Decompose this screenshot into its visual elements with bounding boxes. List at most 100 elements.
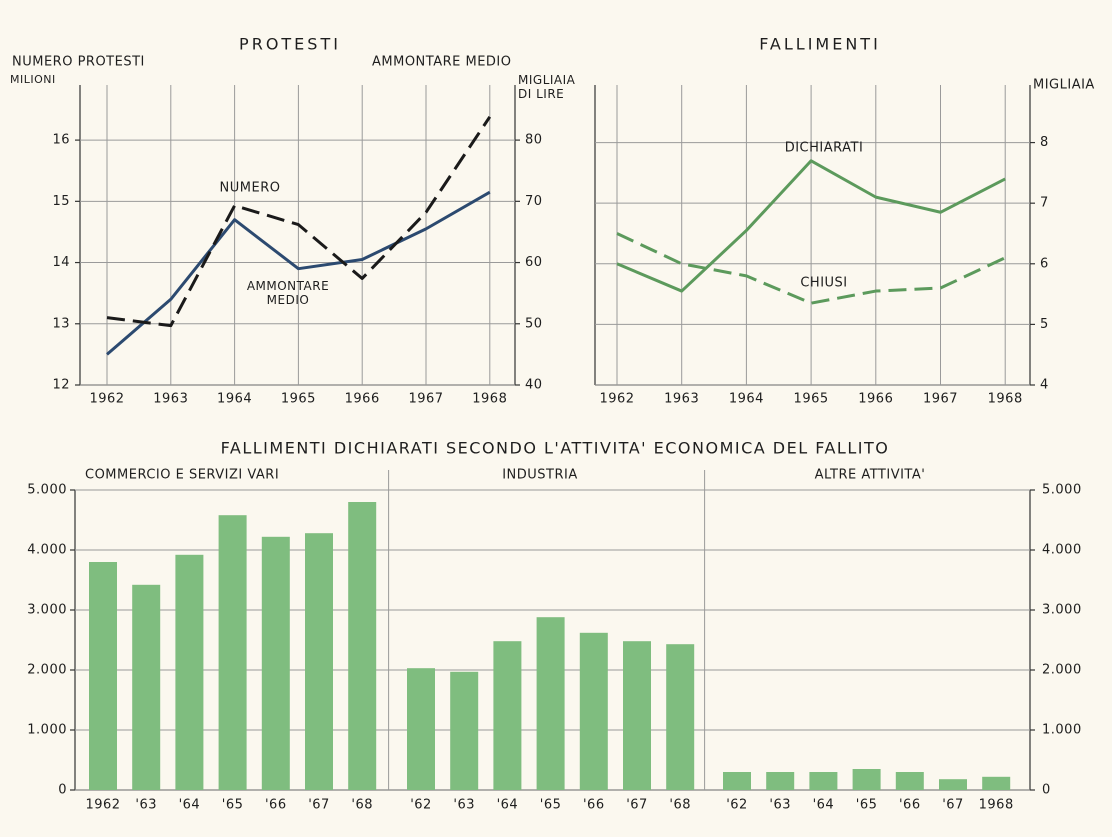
bar — [348, 502, 377, 790]
y-tick-label: 4.000 — [27, 543, 67, 558]
x-tick-label: 1967 — [408, 392, 443, 407]
y2-tick-label: 50 — [525, 316, 543, 331]
x-tick-label: 1962 — [599, 392, 634, 407]
y2-tick-label: 70 — [525, 194, 543, 209]
x-tick-label: 1967 — [923, 392, 958, 407]
x-tick-label: 1964 — [217, 392, 252, 407]
chart-title: PROTESTI — [239, 35, 341, 54]
x-tick-label: '68 — [669, 798, 691, 813]
y-tick-label: 1.000 — [27, 723, 67, 738]
x-tick-label: 1968 — [472, 392, 507, 407]
x-tick-label: '62 — [410, 798, 432, 813]
x-tick-label: '63 — [453, 798, 475, 813]
y2-axis-unit: MIGLIAIA DI LIRE — [518, 73, 576, 101]
y2-tick-label: 8 — [1040, 135, 1049, 150]
y2-axis-label: AMMONTARE MEDIO — [372, 55, 512, 70]
y2-tick-label: 5.000 — [1042, 483, 1082, 498]
x-tick-label: '66 — [583, 798, 605, 813]
bar — [939, 779, 967, 790]
x-tick-label: '64 — [179, 798, 201, 813]
y2-tick-label: 5 — [1040, 317, 1049, 332]
group-label: ALTRE ATTIVITA' — [815, 468, 926, 483]
x-tick-label: '64 — [813, 798, 835, 813]
bar — [579, 632, 608, 790]
y-tick-label: 12 — [52, 378, 70, 393]
x-tick-label: 1966 — [858, 392, 893, 407]
y-tick-label: 0 — [58, 783, 67, 798]
x-tick-label: 1963 — [153, 392, 188, 407]
x-tick-label: '65 — [856, 798, 878, 813]
y-tick-label: 15 — [52, 194, 70, 209]
y2-axis-unit-box: MIGLIAIA DI LIRE — [518, 73, 576, 101]
bar — [982, 776, 1011, 790]
x-tick-label: 1966 — [345, 392, 380, 407]
x-tick-label: '63 — [769, 798, 791, 813]
y-tick-label: 3.000 — [27, 603, 67, 618]
bar — [218, 515, 247, 790]
x-tick-label: 1963 — [664, 392, 699, 407]
x-tick-label: '66 — [899, 798, 921, 813]
series-label: CHIUSI — [800, 276, 847, 291]
x-tick-label: 1962 — [85, 798, 120, 813]
series-label-box: AMMONTARE MEDIO — [246, 279, 330, 307]
bar — [666, 644, 695, 790]
group-label: INDUSTRIA — [502, 468, 578, 483]
bar — [175, 554, 204, 790]
y-tick-label: 13 — [52, 316, 70, 331]
x-tick-label: 1968 — [979, 798, 1014, 813]
x-tick-label: 1964 — [729, 392, 764, 407]
x-tick-label: '65 — [540, 798, 562, 813]
series-line — [106, 116, 492, 328]
chart-title: FALLIMENTI DICHIARATI SECONDO L'ATTIVITA… — [221, 439, 890, 458]
y2-tick-label: 60 — [525, 255, 543, 270]
y2-tick-label: 7 — [1040, 196, 1049, 211]
x-tick-label: 1962 — [89, 392, 124, 407]
series-line — [616, 159, 1006, 293]
x-tick-label: '66 — [265, 798, 287, 813]
y2-tick-label: 1.000 — [1042, 723, 1082, 738]
series-line — [106, 190, 491, 356]
x-tick-label: 1968 — [988, 392, 1023, 407]
x-tick-label: '67 — [308, 798, 330, 813]
bar — [536, 617, 565, 790]
bar — [493, 641, 522, 790]
x-tick-label: '64 — [497, 798, 519, 813]
y2-tick-label: 40 — [525, 378, 543, 393]
group-label: COMMERCIO E SERVIZI VARI — [85, 468, 279, 483]
bar — [261, 536, 290, 790]
chart-title: FALLIMENTI — [759, 35, 881, 54]
y-tick-label: 14 — [52, 255, 70, 270]
x-tick-label: '65 — [222, 798, 244, 813]
x-tick-label: '68 — [351, 798, 373, 813]
y2-tick-label: 2.000 — [1042, 663, 1082, 678]
x-tick-label: 1965 — [794, 392, 829, 407]
series-label: DICHIARATI — [785, 141, 864, 156]
bar — [623, 641, 651, 790]
series-label: AMMONTARE MEDIO — [246, 279, 330, 307]
series-line — [616, 232, 1006, 305]
y2-tick-label: 4.000 — [1042, 543, 1082, 558]
bar — [809, 772, 838, 790]
bar — [852, 769, 881, 790]
y2-tick-label: 3.000 — [1042, 603, 1082, 618]
y-tick-label: 2.000 — [27, 663, 67, 678]
x-tick-label: '67 — [626, 798, 648, 813]
x-tick-label: '67 — [942, 798, 964, 813]
y2-tick-label: 0 — [1042, 783, 1051, 798]
bar — [895, 772, 924, 790]
x-tick-label: '62 — [726, 798, 748, 813]
bar — [132, 584, 161, 790]
bar — [766, 772, 795, 790]
bar — [305, 533, 333, 790]
bar — [89, 562, 117, 790]
bar — [723, 772, 751, 790]
y-axis-label: NUMERO PROTESTI — [12, 55, 145, 70]
y2-tick-label: 6 — [1040, 256, 1049, 271]
y-tick-label: 16 — [52, 133, 70, 148]
bar — [407, 668, 435, 790]
y2-axis-label: MIGLIAIA — [1033, 78, 1095, 93]
y-tick-label: 5.000 — [27, 483, 67, 498]
x-tick-label: 1965 — [281, 392, 316, 407]
y2-tick-label: 4 — [1040, 378, 1049, 393]
